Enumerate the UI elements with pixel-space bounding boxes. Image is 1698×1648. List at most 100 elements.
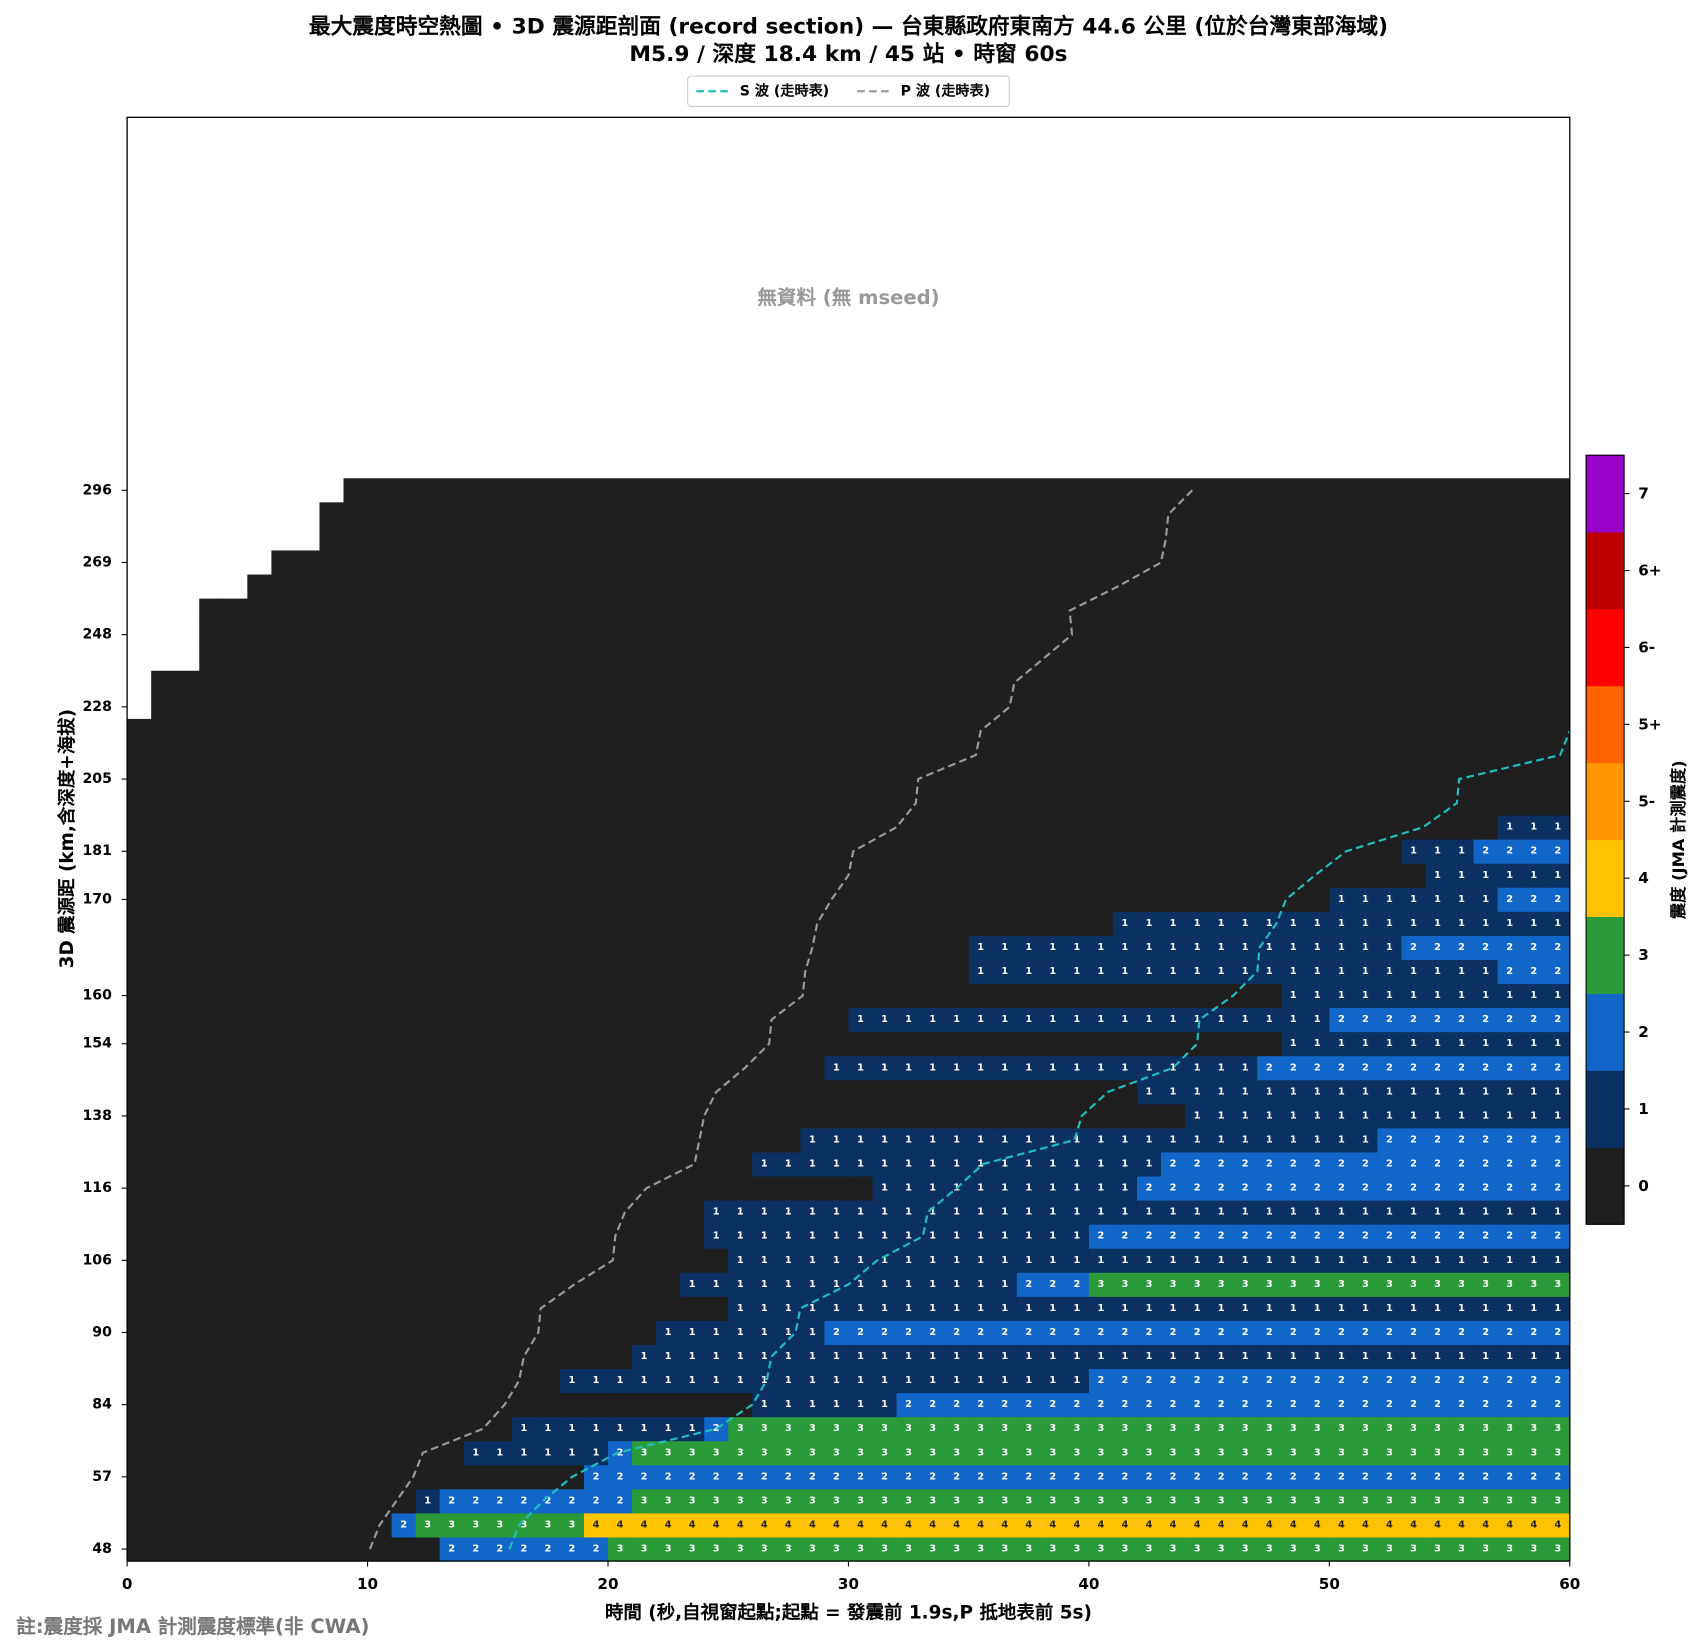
heatmap-cell <box>1040 887 1066 912</box>
cell-label: 1 <box>929 1351 936 1362</box>
cell-label: 1 <box>1410 918 1417 929</box>
heatmap-cell <box>920 526 946 551</box>
heatmap-cell <box>223 887 248 912</box>
heatmap-cell <box>271 1176 296 1201</box>
heatmap-cell <box>848 1537 873 1562</box>
heatmap-cell <box>151 1440 176 1466</box>
cell-label: 4 <box>1314 1519 1321 1530</box>
heatmap-cell <box>1233 1320 1258 1345</box>
cell-label: 1 <box>641 1375 648 1386</box>
heatmap-cell <box>1545 1127 1571 1153</box>
cell-label: 1 <box>761 1375 768 1386</box>
heatmap-cell <box>1040 646 1066 672</box>
cell-label: 1 <box>1386 990 1393 1001</box>
heatmap-cell <box>680 694 705 720</box>
heatmap-cell <box>1112 598 1138 624</box>
x-tick-label: 60 <box>1559 1575 1580 1593</box>
heatmap-cell <box>295 935 320 960</box>
heatmap-cell <box>1257 1537 1282 1562</box>
heatmap-cell <box>944 887 970 912</box>
heatmap-cell <box>704 1200 729 1225</box>
heatmap-cell <box>1016 935 1042 960</box>
heatmap-cell <box>704 1176 729 1201</box>
heatmap-cell <box>680 526 705 551</box>
heatmap-cell <box>1353 911 1378 936</box>
heatmap-cell <box>1521 959 1547 985</box>
heatmap-cell <box>992 598 1018 624</box>
heatmap-cell <box>656 1344 681 1370</box>
heatmap-cell <box>1545 887 1571 912</box>
heatmap-cell <box>511 911 537 936</box>
cell-label: 1 <box>761 1351 768 1362</box>
heatmap-cell <box>271 1537 296 1562</box>
heatmap-cell <box>656 1296 681 1321</box>
heatmap-cell <box>175 718 200 744</box>
heatmap-cell <box>1209 887 1234 912</box>
heatmap-cell <box>1377 526 1402 551</box>
heatmap-cell <box>415 1176 441 1201</box>
heatmap-cell <box>896 1537 922 1562</box>
heatmap-cell <box>1016 1248 1042 1273</box>
heatmap-cell <box>632 1176 657 1201</box>
heatmap-cell <box>127 791 152 816</box>
cell-label: 2 <box>617 1447 624 1458</box>
cell-label: 3 <box>1218 1544 1225 1555</box>
heatmap-cell <box>535 1007 561 1033</box>
colorbar-swatch <box>1586 1070 1625 1148</box>
heatmap-cell <box>175 1416 200 1442</box>
cell-label: 3 <box>448 1519 455 1530</box>
cell-label: 1 <box>1530 918 1537 929</box>
heatmap-cell <box>583 1031 609 1057</box>
heatmap-cell <box>271 718 296 744</box>
heatmap-cell <box>511 670 537 696</box>
colorbar-tick-label: 1 <box>1638 1100 1649 1118</box>
heatmap-cell <box>1329 1512 1354 1538</box>
cell-label: 4 <box>737 1519 744 1530</box>
cell-label: 2 <box>1194 1183 1201 1194</box>
heatmap-cell <box>944 983 970 1009</box>
cell-label: 1 <box>905 1207 912 1218</box>
heatmap-cell <box>1136 1392 1162 1418</box>
heatmap-cell <box>391 574 417 600</box>
heatmap-cell <box>1425 935 1451 960</box>
colorbar-tick-label: 6- <box>1638 638 1655 656</box>
cell-label: 2 <box>1362 1183 1369 1194</box>
heatmap-cell <box>1136 478 1162 503</box>
heatmap-cell <box>1377 1055 1402 1081</box>
heatmap-cell <box>872 1537 897 1562</box>
heatmap-cell <box>704 1344 729 1370</box>
heatmap-cell <box>1521 839 1547 864</box>
heatmap-cell <box>1449 478 1475 503</box>
cell-label: 3 <box>641 1495 648 1506</box>
cell-label: 3 <box>1266 1279 1273 1290</box>
cell-label: 1 <box>1362 1086 1369 1097</box>
cell-label: 1 <box>1049 1255 1056 1266</box>
heatmap-cell <box>535 959 561 985</box>
heatmap-cell <box>127 1344 152 1370</box>
cell-label: 1 <box>1001 1255 1008 1266</box>
heatmap-cell <box>1016 1103 1042 1129</box>
heatmap-cell <box>968 983 994 1009</box>
cell-label: 2 <box>1482 846 1489 857</box>
cell-label: 2 <box>400 1519 407 1530</box>
cell-label: 1 <box>569 1423 576 1434</box>
cell-label: 1 <box>905 1014 912 1025</box>
heatmap-cell <box>1016 598 1042 624</box>
cell-label: 2 <box>905 1327 912 1338</box>
heatmap-cell <box>151 1103 176 1129</box>
heatmap-cell <box>704 550 729 575</box>
heatmap-cell <box>824 1392 849 1418</box>
heatmap-cell <box>319 1320 344 1345</box>
heatmap-cell <box>487 1176 513 1201</box>
heatmap-cell <box>1136 1103 1162 1129</box>
heatmap-cell <box>824 574 849 600</box>
heatmap-cell <box>1185 863 1210 888</box>
heatmap-cell <box>1521 1200 1547 1225</box>
heatmap-cell <box>1305 1200 1330 1225</box>
heatmap-cell <box>247 646 272 672</box>
heatmap-cell <box>391 1440 417 1466</box>
heatmap-cell <box>583 550 609 575</box>
heatmap-cell <box>1064 791 1090 816</box>
cell-label: 2 <box>1218 1183 1225 1194</box>
heatmap-cell <box>848 815 873 840</box>
